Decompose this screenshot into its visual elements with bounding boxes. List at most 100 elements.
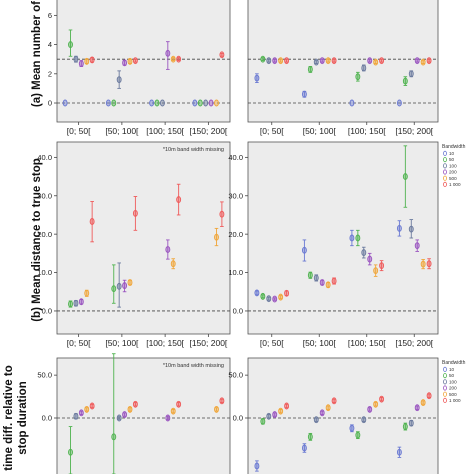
y-tick-label: 0.0 [42, 414, 52, 423]
legend-marker [443, 379, 447, 385]
data-point [278, 57, 284, 65]
legend-marker [443, 181, 447, 187]
data-point [367, 57, 373, 65]
data-point [208, 99, 214, 107]
data-point [73, 412, 79, 420]
legend-entry: 10 [449, 367, 455, 372]
data-point [176, 55, 182, 63]
y-tick-label: 10.0 [37, 268, 52, 277]
x-tick-label: [150; 200[ [395, 338, 433, 348]
data-point [402, 423, 408, 431]
data-point [89, 218, 95, 225]
data-point [396, 99, 402, 107]
data-point [149, 99, 155, 107]
data-point [379, 57, 385, 65]
data-point [426, 260, 432, 268]
panel-c-left: 0.0 50.0 *10m band width missing [37, 353, 231, 474]
data-point [78, 60, 84, 68]
legend-marker [443, 397, 447, 403]
data-point [122, 59, 128, 67]
data-point [116, 76, 122, 84]
data-point [313, 274, 319, 282]
data-point [132, 57, 138, 65]
panel-note: *10m band width missing [163, 363, 224, 369]
y-tick-label: 40.0 [37, 153, 52, 162]
data-point [219, 397, 225, 405]
data-point [84, 57, 90, 65]
data-point [325, 404, 331, 412]
data-point [414, 57, 420, 65]
plot-area [56, 357, 231, 474]
data-point [116, 282, 122, 290]
data-point [284, 402, 290, 410]
data-point [132, 400, 138, 408]
data-point [254, 289, 260, 297]
y-tick-label: 2 [48, 69, 52, 78]
data-point [165, 49, 171, 57]
panel-a-left: 0 2 4 6 [0; 50[[50; 100[[100; 150[[150; 200[ [48, 0, 231, 136]
data-point [272, 57, 278, 65]
data-point [68, 448, 73, 456]
data-point [266, 295, 272, 303]
legend-entry: 500 [449, 392, 457, 397]
data-point [361, 249, 367, 257]
plot-area [56, 141, 231, 335]
data-point [170, 407, 176, 415]
data-point [116, 414, 122, 422]
data-point [111, 285, 117, 293]
x-tick-label: [100; 150[ [146, 126, 184, 136]
y-tick-label: 50.0 [228, 371, 243, 380]
x-tick-label: [50; 100[ [105, 126, 139, 136]
legend-marker [443, 385, 447, 391]
legend-entry: 10 [449, 151, 455, 156]
y-tick-label: 50.0 [37, 371, 52, 380]
legend-entry: 50 [449, 157, 455, 162]
legend-marker [443, 372, 447, 379]
data-point [111, 433, 117, 441]
data-point [176, 196, 182, 204]
data-point [319, 57, 325, 65]
legend-entry: 1 000 [449, 182, 461, 187]
data-point [260, 417, 266, 425]
panel-b-left: 0.0 10.0 20.0 30.0 40.0 [0; 50[[50; 100[[100;… [37, 141, 231, 348]
data-point [355, 431, 361, 439]
y-tick-label: 30.0 [37, 191, 52, 200]
data-point [266, 412, 272, 420]
legend-title: Bandwidth [442, 144, 466, 150]
y-tick-label: 20.0 [228, 230, 243, 239]
legend-entry: 100 [449, 163, 457, 168]
data-point [379, 395, 385, 403]
ylabel-b: (b) Mean distance to true stop [31, 158, 43, 322]
legend-entry: 200 [449, 170, 457, 175]
data-point [325, 57, 331, 65]
data-point [89, 56, 95, 64]
data-point [170, 55, 176, 63]
data-point [73, 55, 79, 63]
y-tick-label: 0.0 [233, 414, 243, 423]
legend-entry: 1 000 [449, 398, 461, 403]
data-point [408, 225, 414, 233]
data-point [361, 64, 367, 72]
x-tick-label: [150; 200[ [189, 338, 227, 348]
data-point [105, 99, 111, 107]
data-point [159, 99, 165, 107]
data-point [319, 279, 325, 286]
data-point [307, 271, 313, 279]
data-point [165, 246, 171, 253]
data-point [127, 57, 133, 65]
legend-entry: 100 [449, 379, 457, 384]
x-tick-label: [100; 150[ [146, 338, 184, 348]
data-point [373, 58, 379, 66]
y-tick-label: 0.0 [233, 307, 243, 316]
data-point [68, 41, 73, 49]
data-point [284, 57, 290, 65]
data-point [319, 409, 325, 417]
data-point [420, 399, 426, 407]
data-point [414, 404, 420, 412]
ylabel-c-line2: stop duration [17, 381, 29, 454]
data-point [373, 400, 379, 408]
legend-marker [443, 157, 447, 163]
data-point [325, 281, 331, 289]
